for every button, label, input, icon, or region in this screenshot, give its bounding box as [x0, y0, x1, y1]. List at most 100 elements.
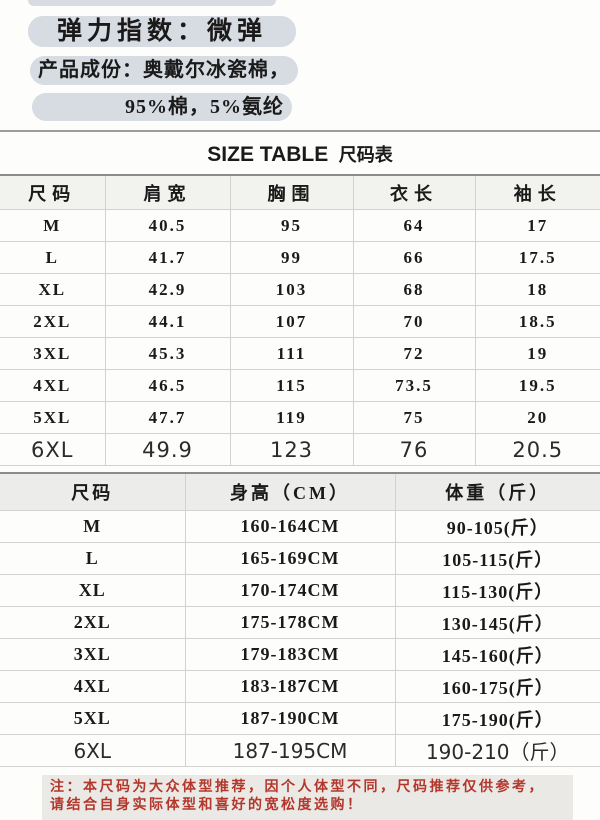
value-cell: 175-178CM [184, 606, 395, 639]
value-cell: 179-183CM [184, 638, 395, 671]
size-cell: 3XL [0, 337, 105, 370]
value-cell: 175-190(斤） [394, 702, 600, 735]
value-cell: 76 [352, 433, 475, 466]
size-cell: M [0, 209, 105, 242]
value-cell: 68 [352, 273, 475, 306]
value-cell: 111 [229, 337, 353, 370]
value-cell: 90-105(斤） [394, 510, 600, 543]
table-row: 2XL 44.1 107 70 18.5 [0, 305, 600, 338]
value-cell: 145-160(斤） [394, 638, 600, 671]
value-cell: 66 [352, 241, 475, 274]
value-cell: 70 [352, 305, 475, 338]
garment-size-table: 尺码 肩宽 胸围 衣长 袖长 M 40.5 95 64 17 L 41.7 99 66 17.5 XL 42.… [0, 174, 600, 466]
size-table-title-en: SIZE TABLE [207, 143, 329, 166]
value-cell: 130-145(斤） [394, 606, 600, 639]
table-row: M 160-164CM 90-105(斤） [0, 510, 600, 543]
composition-label-line2: 95%棉，5%氨纶 [32, 93, 292, 121]
header-row: 尺码 肩宽 胸围 衣长 袖长 [0, 175, 600, 210]
value-cell: 119 [229, 401, 353, 434]
value-cell: 18 [474, 273, 600, 306]
value-cell: 165-169CM [184, 542, 395, 575]
value-cell: 183-187CM [184, 670, 395, 703]
size-cell: 6XL [0, 433, 105, 466]
size-cell: L [0, 542, 185, 575]
value-cell: 17.5 [474, 241, 600, 274]
value-cell: 40.5 [104, 209, 230, 242]
value-cell: 99 [229, 241, 353, 274]
header-row: 尺码 身高（CM） 体重（斤） [0, 473, 600, 511]
size-cell: 5XL [0, 702, 185, 735]
value-cell: 64 [352, 209, 475, 242]
size-cell: M [0, 510, 185, 543]
table-row: L 165-169CM 105-115(斤） [0, 542, 600, 575]
column-header: 肩宽 [104, 175, 230, 210]
size-cell: XL [0, 574, 185, 607]
size-cell: 5XL [0, 401, 105, 434]
table-row: 6XL 49.9 123 76 20.5 [0, 433, 600, 466]
size-cell: 3XL [0, 638, 185, 671]
size-table-title: SIZE TABLE 尺码表 [0, 141, 600, 167]
value-cell: 17 [474, 209, 600, 242]
value-cell: 73.5 [352, 369, 475, 402]
table-row: L 41.7 99 66 17.5 [0, 241, 600, 274]
table-row: 5XL 47.7 119 75 20 [0, 401, 600, 434]
table-row: 5XL 187-190CM 175-190(斤） [0, 702, 600, 735]
value-cell: 20.5 [474, 433, 600, 466]
table-row: 4XL 183-187CM 160-175(斤） [0, 670, 600, 703]
table-row: 3XL 45.3 111 72 19 [0, 337, 600, 370]
height-weight-table: 尺码 身高（CM） 体重（斤） M 160-164CM 90-105(斤） L 165-16… [0, 472, 600, 767]
table-row: XL 170-174CM 115-130(斤） [0, 574, 600, 607]
value-cell: 46.5 [104, 369, 230, 402]
value-cell: 20 [474, 401, 600, 434]
value-cell: 47.7 [104, 401, 230, 434]
value-cell: 19 [474, 337, 600, 370]
size-cell: 6XL [0, 734, 185, 767]
size-cell: 4XL [0, 369, 105, 402]
value-cell: 49.9 [104, 433, 230, 466]
note-line1: 注：本尺码为大众体型推荐，因个人体型不同，尺码推荐仅供参考， [50, 780, 545, 795]
value-cell: 75 [352, 401, 475, 434]
value-cell: 187-195CM [184, 734, 395, 767]
table-row: 2XL 175-178CM 130-145(斤） [0, 606, 600, 639]
value-cell: 44.1 [104, 305, 230, 338]
size-cell: 4XL [0, 670, 185, 703]
size-cell: L [0, 241, 105, 274]
value-cell: 45.3 [104, 337, 230, 370]
column-header: 尺码 [0, 175, 105, 210]
table-row: 6XL 187-195CM 190-210（斤） [0, 734, 600, 767]
table-row: 4XL 46.5 115 73.5 19.5 [0, 369, 600, 402]
size-recommendation-note: 注：本尺码为大众体型推荐，因个人体型不同，尺码推荐仅供参考， 请结合自身实际体型… [42, 775, 573, 820]
product-info-section: 弹力指数：微弹 产品成份：奥戴尔冰瓷棉， 95%棉，5%氨纶 [0, 0, 600, 132]
table-row: M 40.5 95 64 17 [0, 209, 600, 242]
section-divider [0, 130, 600, 132]
value-cell: 107 [229, 305, 353, 338]
size-cell: 2XL [0, 606, 185, 639]
column-header: 身高（CM） [184, 473, 395, 511]
value-cell: 19.5 [474, 369, 600, 402]
composition-label-line1: 产品成份：奥戴尔冰瓷棉， [30, 56, 298, 85]
column-header: 尺码 [0, 473, 185, 511]
column-header: 体重（斤） [394, 473, 600, 511]
column-header: 袖长 [474, 175, 600, 210]
size-table-title-zh: 尺码表 [338, 145, 393, 165]
value-cell: 115-130(斤） [394, 574, 600, 607]
value-cell: 190-210（斤） [394, 734, 600, 767]
cropped-pill-top [28, 0, 276, 6]
value-cell: 170-174CM [184, 574, 395, 607]
value-cell: 187-190CM [184, 702, 395, 735]
value-cell: 123 [229, 433, 353, 466]
value-cell: 95 [229, 209, 353, 242]
value-cell: 160-175(斤） [394, 670, 600, 703]
value-cell: 160-164CM [184, 510, 395, 543]
column-header: 胸围 [229, 175, 353, 210]
elasticity-label: 弹力指数：微弹 [28, 16, 296, 47]
size-cell: 2XL [0, 305, 105, 338]
size-cell: XL [0, 273, 105, 306]
column-header: 衣长 [352, 175, 475, 210]
value-cell: 41.7 [104, 241, 230, 274]
value-cell: 72 [352, 337, 475, 370]
table-row: XL 42.9 103 68 18 [0, 273, 600, 306]
value-cell: 115 [229, 369, 353, 402]
value-cell: 103 [229, 273, 353, 306]
value-cell: 18.5 [474, 305, 600, 338]
